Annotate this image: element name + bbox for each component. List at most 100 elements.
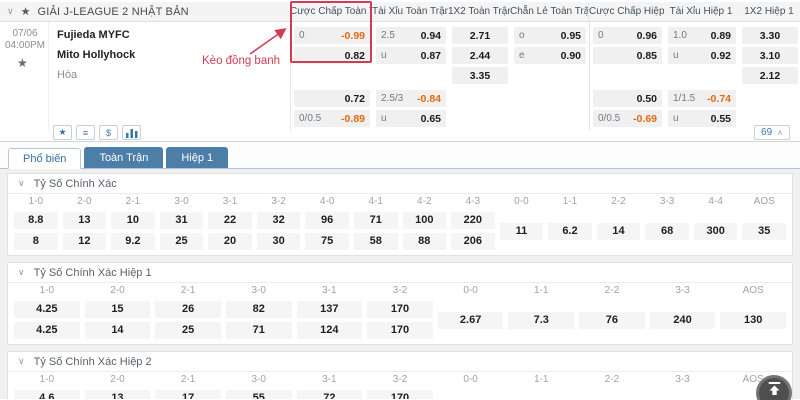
- odds-cell[interactable]: 0.85: [593, 47, 662, 64]
- score-section: ∨Tỷ Số Chính Xác Hiệp 21-04.64.252-01312…: [7, 351, 793, 399]
- score-odds-cell[interactable]: 30: [256, 233, 301, 250]
- statistics-button[interactable]: [122, 125, 141, 140]
- odds-value: 3.35: [469, 69, 491, 82]
- score-odds-cell[interactable]: 170: [367, 322, 433, 339]
- odds-cell[interactable]: 2.71: [452, 27, 508, 44]
- odds-cell[interactable]: u 0.55: [668, 110, 736, 127]
- score-odds-cell[interactable]: 26: [155, 301, 221, 318]
- odds-line-label: 2.5: [381, 30, 395, 41]
- favorite-star-icon[interactable]: ★: [17, 56, 28, 70]
- score-odds-cell[interactable]: 71: [353, 212, 398, 229]
- score-odds-cell[interactable]: 11: [499, 222, 544, 240]
- odds-cell[interactable]: 0/0.5 -0.69: [593, 110, 662, 127]
- score-odds-cell[interactable]: 13: [84, 390, 151, 399]
- chevron-down-icon[interactable]: ∨: [7, 6, 14, 16]
- odds-cell[interactable]: 0 -0.99: [294, 27, 370, 44]
- chevron-down-icon: ∨: [18, 267, 25, 277]
- score-label: 3-1: [222, 196, 238, 207]
- market-header: Cược Chấp Toàn Tr...: [290, 6, 372, 17]
- score-odds-cell[interactable]: 300: [693, 222, 738, 240]
- score-odds-cell[interactable]: 76: [579, 311, 645, 329]
- markets-list-button[interactable]: ≡: [76, 125, 95, 140]
- odds-cell[interactable]: 2.5/3 -0.84: [376, 90, 446, 107]
- score-odds-cell[interactable]: 10: [111, 212, 155, 229]
- odds-line-label: 0: [299, 30, 305, 41]
- odds-cell[interactable]: 2.12: [742, 67, 798, 84]
- score-odds-cell[interactable]: 7.3: [508, 311, 575, 329]
- odds-cell[interactable]: u 0.87: [376, 47, 446, 64]
- score-odds-cell[interactable]: 4.6: [14, 390, 80, 399]
- league-bar[interactable]: ∨ ★ GIẢI J-LEAGUE 2 NHẬT BẢN: [0, 2, 290, 21]
- odds-cell[interactable]: 0.50: [593, 90, 662, 107]
- score-odds-cell[interactable]: 170: [367, 301, 433, 318]
- odds-cell[interactable]: 2.44: [452, 47, 508, 64]
- odds-cell[interactable]: 3.35: [452, 67, 508, 84]
- score-odds-cell[interactable]: 75: [305, 233, 349, 250]
- odds-cell[interactable]: 0/0.5 -0.89: [294, 110, 370, 127]
- score-odds-cell[interactable]: 31: [159, 212, 204, 229]
- score-odds-cell[interactable]: 220: [451, 212, 495, 229]
- scroll-to-top-button[interactable]: [756, 375, 792, 400]
- score-odds-cell[interactable]: 20: [208, 233, 252, 250]
- odds-cell[interactable]: u 0.65: [376, 110, 446, 127]
- score-odds-cell[interactable]: 15: [84, 301, 151, 318]
- score-odds-cell[interactable]: 68: [645, 222, 689, 240]
- score-section-header[interactable]: ∨ Tỷ Số Chính Xác Hiệp 1: [8, 263, 792, 283]
- score-odds-cell[interactable]: 240: [649, 311, 716, 329]
- score-odds-cell[interactable]: 170: [367, 390, 433, 399]
- odds-cell[interactable]: 0.82: [294, 47, 370, 64]
- score-odds-cell[interactable]: 2.67: [437, 311, 504, 329]
- odds-cell[interactable]: 3.10: [742, 47, 798, 64]
- odds-cell[interactable]: 0.72: [294, 90, 370, 107]
- score-odds-cell[interactable]: 137: [296, 301, 363, 318]
- score-odds-cell[interactable]: 22: [208, 212, 252, 229]
- score-odds-cell[interactable]: 8.8: [14, 212, 58, 229]
- score-odds-cell[interactable]: 12: [62, 233, 107, 250]
- score-odds-cell[interactable]: 25: [159, 233, 204, 250]
- star-icon: ★: [58, 127, 67, 137]
- league-star-icon[interactable]: ★: [20, 6, 31, 18]
- score-odds-cell[interactable]: 71: [225, 322, 292, 339]
- score-section-header[interactable]: ∨ Tỷ Số Chính Xác Hiệp 2: [8, 352, 792, 372]
- score-odds-cell[interactable]: 35: [742, 222, 786, 240]
- tab-1[interactable]: Toàn Trận: [84, 147, 164, 168]
- score-odds-cell[interactable]: 88: [402, 233, 447, 250]
- score-odds-cell[interactable]: 32: [256, 212, 301, 229]
- score-odds-cell[interactable]: 4.25: [14, 322, 80, 339]
- score-odds-cell[interactable]: 96: [305, 212, 349, 229]
- score-odds-cell[interactable]: 130: [720, 311, 786, 329]
- score-odds-cell[interactable]: 25: [155, 322, 221, 339]
- more-markets-button[interactable]: 69 ∧: [754, 125, 790, 140]
- bar-chart-icon: [125, 128, 137, 138]
- score-label: 2-0: [77, 196, 92, 207]
- odds-cell[interactable]: u 0.92: [668, 47, 736, 64]
- score-odds-cell[interactable]: 58: [353, 233, 398, 250]
- odds-cell[interactable]: 1/1.5 -0.74: [668, 90, 736, 107]
- odds-cell[interactable]: 2.5 0.94: [376, 27, 446, 44]
- score-odds-cell[interactable]: 55: [225, 390, 292, 399]
- score-label: 2-2: [604, 374, 620, 385]
- score-odds-cell[interactable]: 72: [296, 390, 363, 399]
- score-odds-cell[interactable]: 124: [296, 322, 363, 339]
- score-odds-cell[interactable]: 9.2: [111, 233, 155, 250]
- score-odds-cell[interactable]: 6.2: [548, 222, 592, 240]
- score-section-header[interactable]: ∨ Tỷ Số Chính Xác: [8, 174, 792, 194]
- favorite-button[interactable]: ★: [53, 125, 72, 140]
- score-odds-cell[interactable]: 14: [84, 322, 151, 339]
- cashout-button[interactable]: $: [99, 125, 118, 140]
- odds-cell[interactable]: 3.30: [742, 27, 798, 44]
- score-odds-cell[interactable]: 17: [155, 390, 221, 399]
- odds-cell[interactable]: o 0.95: [514, 27, 586, 44]
- tab-0[interactable]: Phổ biến: [8, 148, 82, 169]
- score-odds-cell[interactable]: 8: [14, 233, 58, 250]
- tab-2[interactable]: Hiệp 1: [166, 147, 229, 168]
- score-odds-cell[interactable]: 100: [402, 212, 447, 229]
- score-odds-cell[interactable]: 13: [62, 212, 107, 229]
- odds-cell[interactable]: 0 0.96: [593, 27, 662, 44]
- score-odds-cell[interactable]: 82: [225, 301, 292, 318]
- score-odds-cell[interactable]: 14: [596, 222, 641, 240]
- score-odds-cell[interactable]: 206: [451, 233, 495, 250]
- odds-cell[interactable]: e 0.90: [514, 47, 586, 64]
- odds-cell[interactable]: 1.0 0.89: [668, 27, 736, 44]
- score-odds-cell[interactable]: 4.25: [14, 301, 80, 318]
